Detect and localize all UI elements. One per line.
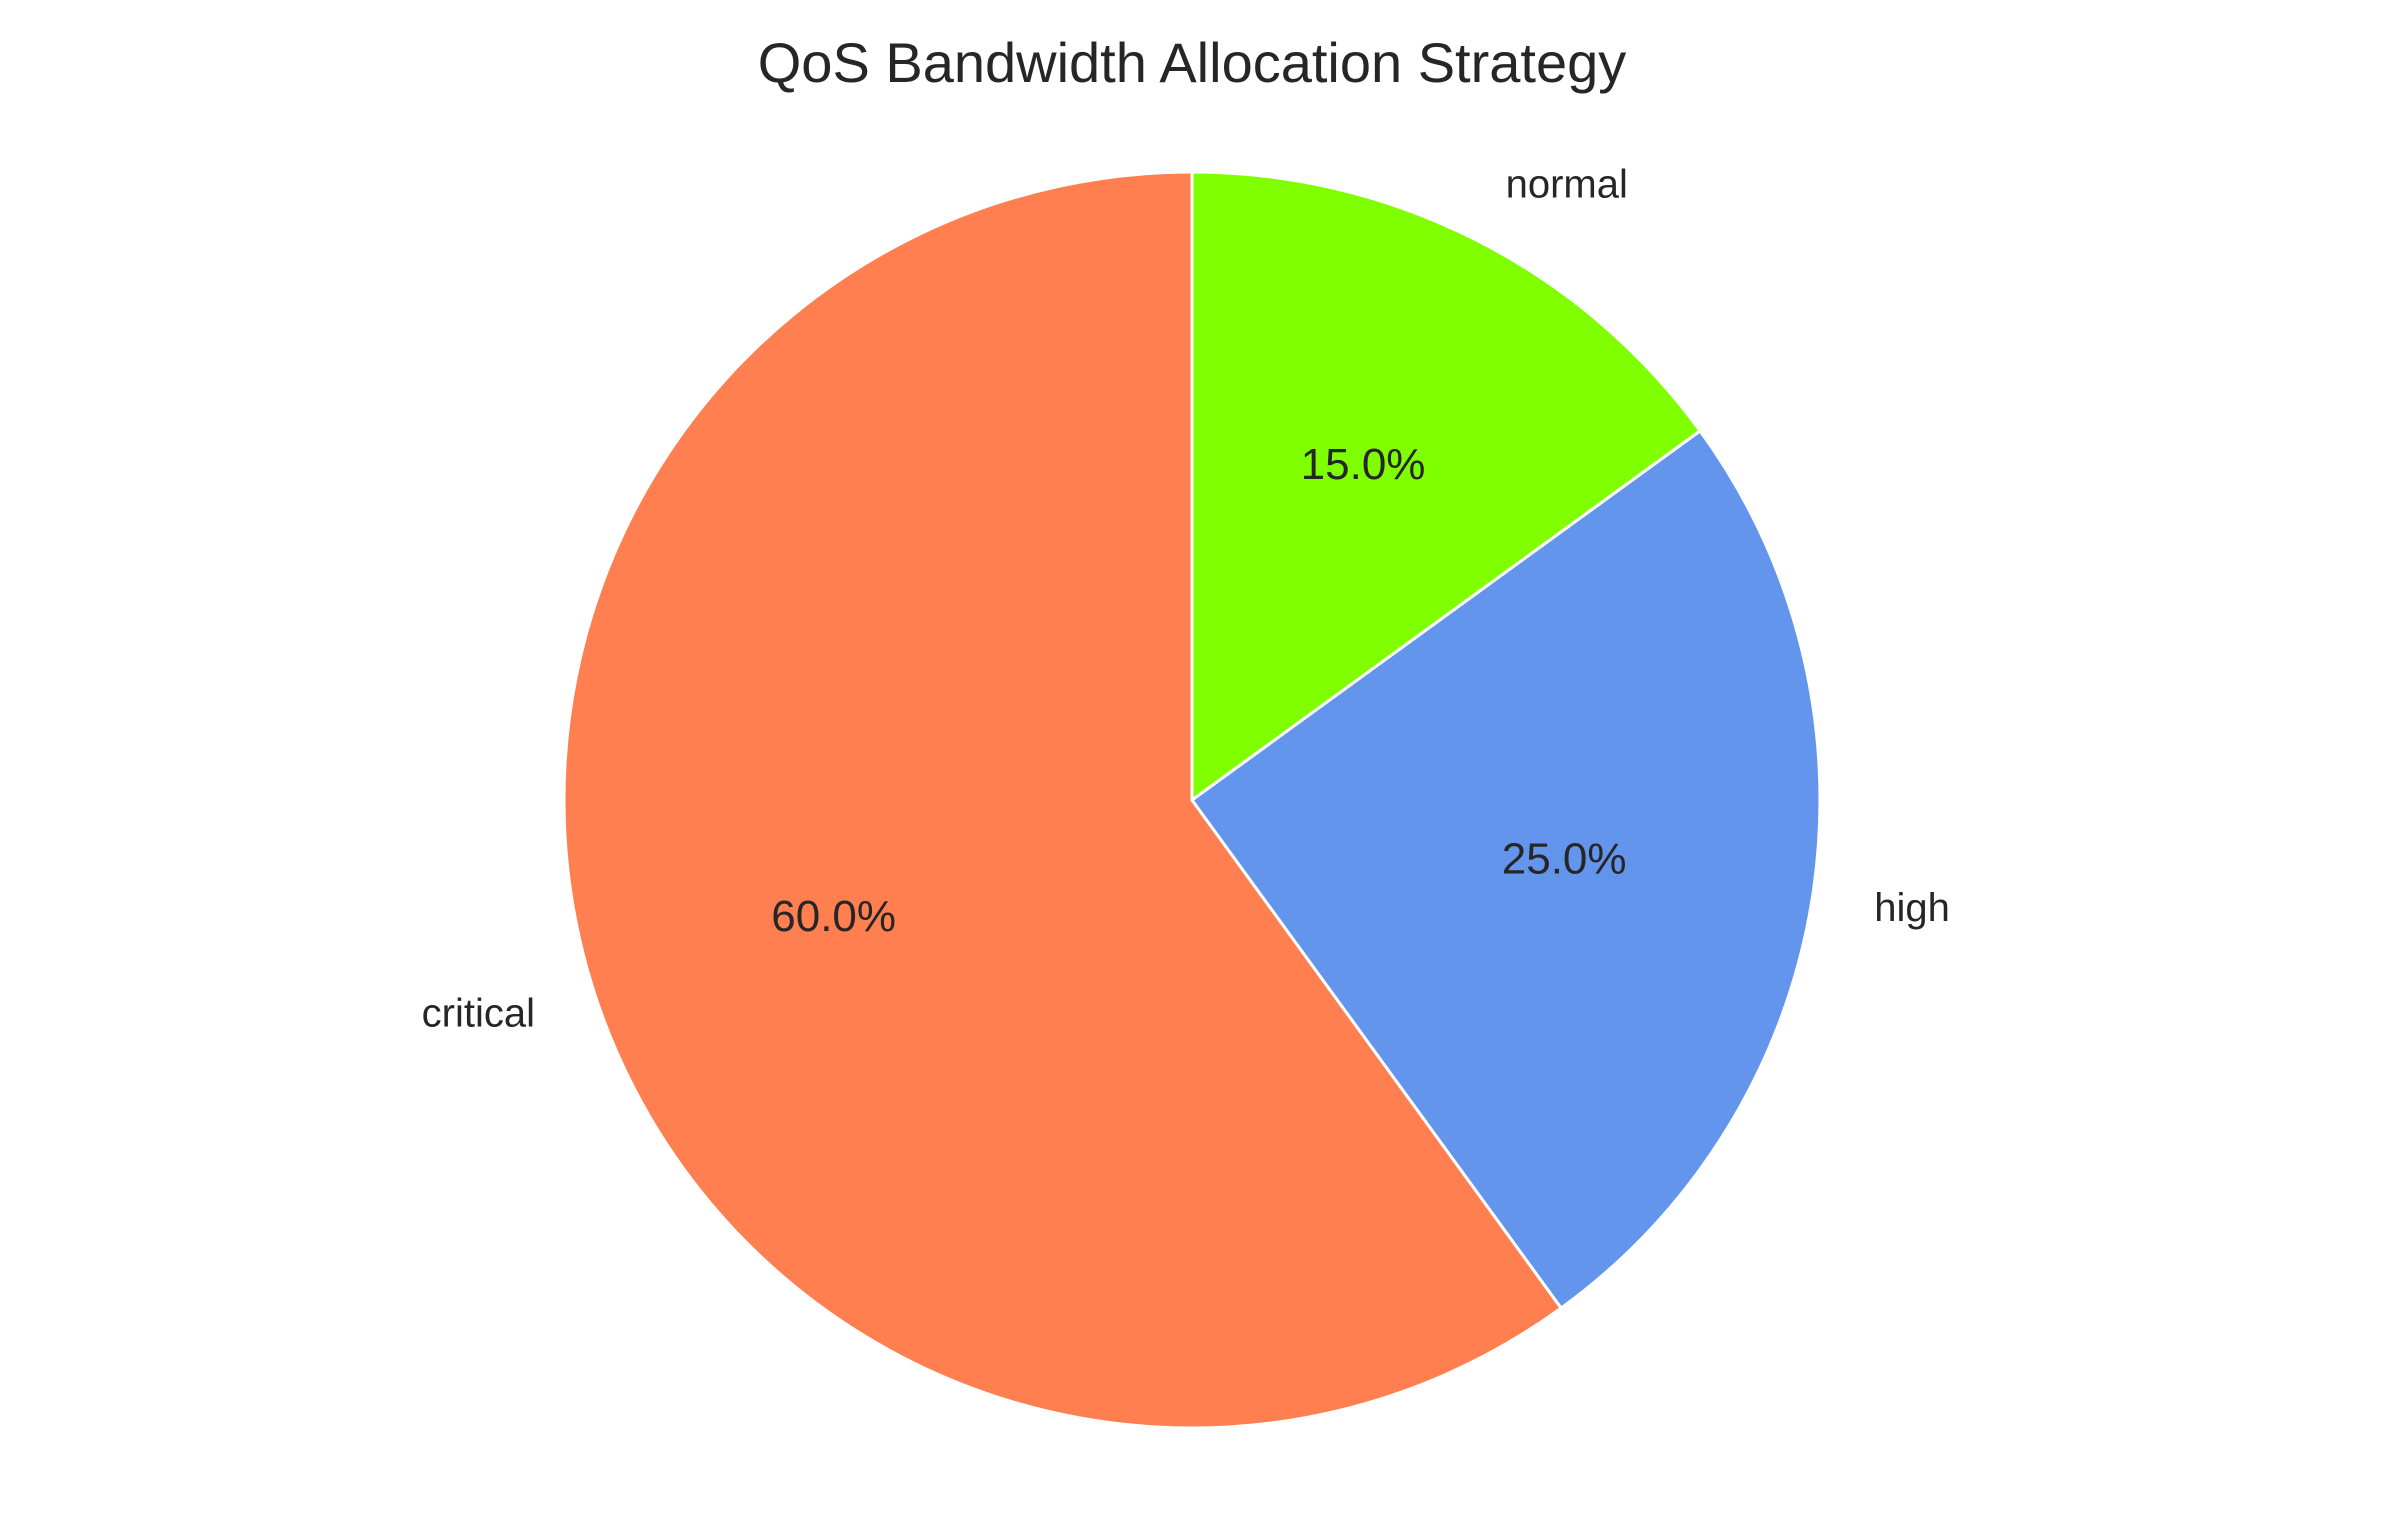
pct-label-critical: 60.0%: [771, 892, 896, 941]
pct-label-high: 25.0%: [1502, 834, 1627, 883]
slice-label-normal: normal: [1506, 162, 1628, 206]
chart-title: QoS Bandwidth Allocation Strategy: [758, 31, 1627, 94]
pie-labels: critical 60.0% high 25.0% normal 15.0%: [422, 162, 1950, 1035]
pie-slice-high: [1190, 429, 1822, 1310]
slice-label-high: high: [1874, 886, 1950, 930]
pie-slice-normal: [1190, 170, 1702, 802]
pie-slice-critical: [562, 170, 1563, 1430]
slice-label-critical: critical: [422, 991, 535, 1035]
pie-slices: [562, 170, 1822, 1430]
pct-label-normal: 15.0%: [1301, 440, 1426, 489]
